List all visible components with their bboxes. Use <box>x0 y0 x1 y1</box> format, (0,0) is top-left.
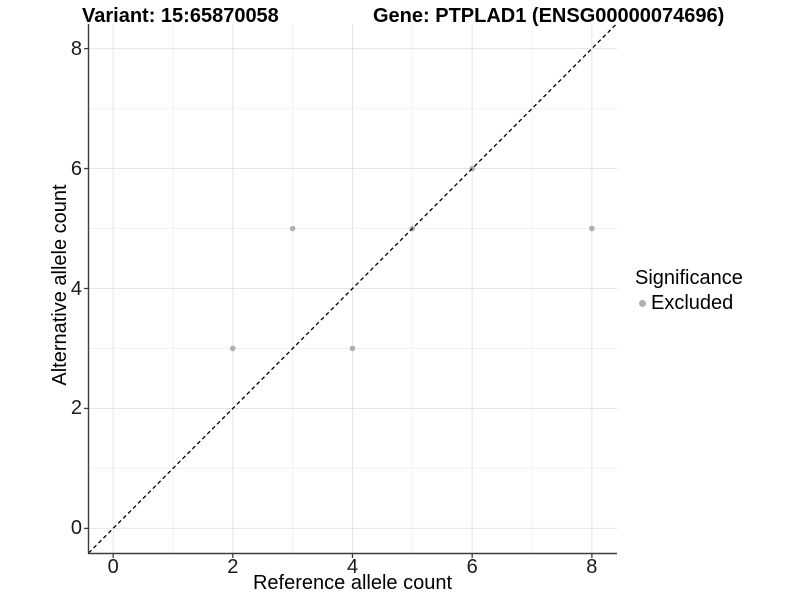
x-tick-label: 4 <box>346 556 359 578</box>
x-tick-label: 6 <box>466 556 478 578</box>
y-tick-label: 6 <box>70 157 82 180</box>
grid-major <box>88 24 617 553</box>
data-point <box>349 345 356 352</box>
y-tick-label: 2 <box>70 397 82 420</box>
data-point <box>289 225 296 232</box>
x-tick-label: 8 <box>586 556 598 578</box>
x-tick-label: 2 <box>227 556 239 578</box>
gene-title: Gene: PTPLAD1 (ENSG00000074696) <box>373 5 725 27</box>
legend-title: Significance <box>635 267 743 289</box>
axis-lines <box>87 24 617 555</box>
variant-title: Variant: 15:65870058 <box>82 5 279 27</box>
axis-tick-marks <box>84 47 593 558</box>
legend: Significance Excluded <box>635 266 743 313</box>
data-point <box>230 345 236 352</box>
y-tick-label: 8 <box>70 37 82 60</box>
y-tick-label: 0 <box>70 517 82 540</box>
y-tick-label: 4 <box>70 277 82 300</box>
plot-svg <box>84 23 617 558</box>
x-tick-label: 0 <box>107 556 119 578</box>
data-points <box>230 165 595 352</box>
legend-item-excluded: Excluded <box>635 293 743 313</box>
excluded-point-icon <box>639 299 646 307</box>
legend-item-label: Excluded <box>651 292 734 314</box>
data-point <box>589 225 595 232</box>
identity-line <box>88 23 617 554</box>
x-axis-title: Reference allele count <box>252 572 452 594</box>
